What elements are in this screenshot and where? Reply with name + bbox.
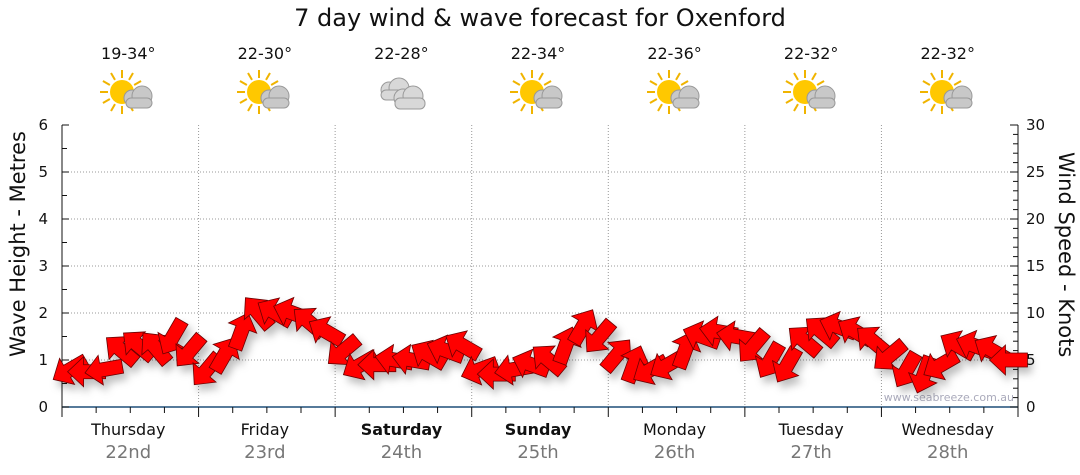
date-label: 23rd bbox=[244, 442, 286, 463]
temperature-range: 22-30° bbox=[237, 44, 293, 63]
chart-title: 7 day wind & wave forecast for Oxenford bbox=[294, 4, 786, 32]
date-label: 22nd bbox=[105, 442, 152, 463]
sun-cloud-icon bbox=[918, 68, 978, 120]
y2-tick-label: 0 bbox=[1026, 398, 1036, 416]
wind-arrow bbox=[620, 345, 651, 385]
y2-tick-label: 10 bbox=[1026, 304, 1045, 322]
date-label: 24th bbox=[380, 442, 423, 463]
wind-arrows bbox=[52, 296, 1028, 394]
wind-arrow bbox=[327, 333, 363, 366]
y-tick-label: 3 bbox=[38, 257, 48, 275]
cloud-icon bbox=[371, 68, 431, 120]
wind-arrow bbox=[157, 316, 189, 355]
wind-arrow bbox=[105, 336, 141, 369]
day-label: Tuesday bbox=[778, 420, 844, 439]
day-label: Monday bbox=[642, 420, 707, 439]
wind-arrow bbox=[585, 317, 618, 353]
wind-arrow bbox=[84, 354, 125, 386]
wind-arrow bbox=[988, 344, 1028, 376]
sun-cloud-icon bbox=[98, 68, 158, 120]
y2-tick-label: 20 bbox=[1026, 210, 1045, 228]
day-label: Saturday bbox=[360, 420, 443, 439]
y2-tick-label: 15 bbox=[1026, 257, 1045, 275]
y-tick-label: 0 bbox=[38, 398, 48, 416]
date-label: 26th bbox=[653, 442, 696, 463]
watermark: www.seabreeze.com.au bbox=[884, 391, 1014, 404]
y2-tick-label: 25 bbox=[1026, 163, 1045, 181]
wind-arrow bbox=[738, 327, 771, 362]
temperature-range: 22-34° bbox=[510, 44, 566, 63]
temperature-range: 22-36° bbox=[647, 44, 702, 63]
wind-arrow bbox=[771, 345, 804, 383]
wind-arrow bbox=[227, 312, 258, 352]
y2-tick-label: 5 bbox=[1026, 351, 1036, 369]
day-label: Friday bbox=[240, 420, 290, 439]
wind-arrow bbox=[308, 316, 347, 348]
date-label: 28th bbox=[927, 442, 969, 463]
wind-arrow bbox=[175, 331, 208, 367]
wind-arrow bbox=[445, 330, 483, 362]
wind-arrow bbox=[716, 320, 756, 352]
temperature-range: 19-34° bbox=[101, 44, 156, 63]
wind-arrow bbox=[788, 326, 824, 359]
date-label: 25th bbox=[517, 442, 559, 463]
day-label: Wednesday bbox=[901, 420, 995, 439]
wind-arrow bbox=[567, 309, 599, 347]
wind-arrow bbox=[805, 317, 841, 350]
sun-cloud-icon bbox=[508, 68, 568, 120]
wind-arrow bbox=[874, 337, 909, 370]
day-label: Sunday bbox=[504, 420, 572, 439]
y2-tick-label: 30 bbox=[1026, 116, 1045, 134]
sun-cloud-icon bbox=[781, 68, 841, 120]
temperature-range: 22-28° bbox=[374, 44, 429, 63]
y-tick-label: 6 bbox=[38, 116, 48, 134]
y-tick-label: 2 bbox=[38, 304, 48, 322]
sun-cloud-icon bbox=[645, 68, 705, 120]
sun-cloud-icon bbox=[235, 68, 295, 120]
y-tick-label: 1 bbox=[38, 351, 48, 369]
temperature-range: 22-32° bbox=[783, 44, 839, 63]
y-tick-label: 4 bbox=[38, 210, 48, 228]
wind-arrow bbox=[857, 326, 892, 359]
date-label: 27th bbox=[790, 442, 832, 463]
day-label: Thursday bbox=[91, 420, 166, 439]
y-tick-label: 5 bbox=[38, 163, 48, 181]
temperature-range: 22-32° bbox=[920, 44, 975, 63]
wind-arrow bbox=[141, 332, 174, 368]
